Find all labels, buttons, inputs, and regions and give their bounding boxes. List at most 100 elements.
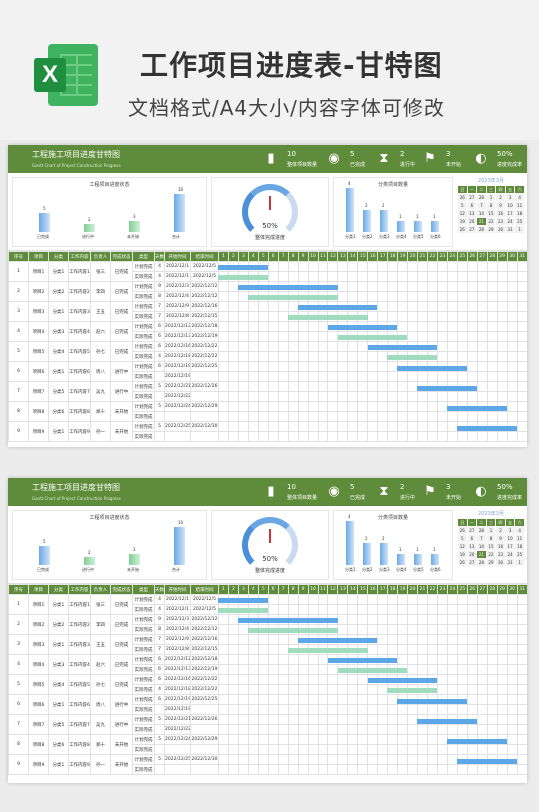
calendar-day[interactable]: 2 — [495, 526, 506, 535]
cell-item: 项目2 — [28, 614, 49, 635]
calendar-day[interactable]: 13 — [466, 209, 478, 218]
calendar-day[interactable]: 30 — [495, 225, 506, 234]
day-cell — [307, 714, 319, 725]
calendar-day[interactable]: 1 — [485, 193, 497, 202]
calendar-day[interactable]: 9 — [495, 201, 506, 210]
day-cell — [486, 311, 498, 322]
calendar-day[interactable]: 11 — [514, 201, 525, 210]
day-header: 23 — [436, 584, 448, 595]
calendar-day[interactable]: 28 — [476, 526, 487, 535]
calendar-day[interactable]: 1 — [514, 225, 525, 234]
calendar-day[interactable]: 4 — [514, 526, 525, 535]
calendar-day[interactable]: 18 — [514, 209, 525, 218]
calendar-day[interactable]: 26 — [457, 193, 468, 202]
calendar-day[interactable]: 17 — [504, 542, 516, 551]
calendar-day[interactable]: 12 — [457, 542, 468, 551]
calendar-day[interactable]: 31 — [504, 225, 516, 234]
day-cell — [456, 614, 468, 625]
calendar-day[interactable]: 1 — [485, 526, 497, 535]
calendar-day[interactable]: 28 — [476, 193, 487, 202]
day-cell — [267, 301, 279, 312]
day-cell — [237, 624, 249, 635]
calendar-day[interactable]: 5 — [457, 201, 468, 210]
calendar-day[interactable]: 10 — [504, 534, 516, 543]
day-cell — [327, 644, 339, 655]
calendar-day[interactable]: 28 — [476, 558, 487, 567]
calendar-day[interactable]: 4 — [514, 193, 525, 202]
calendar-day[interactable]: 20 — [466, 550, 478, 559]
calendar-day[interactable]: 9 — [495, 534, 506, 543]
calendar-day[interactable]: 8 — [485, 201, 497, 210]
calendar-day[interactable]: 22 — [485, 217, 497, 226]
calendar-day[interactable]: 23 — [495, 550, 506, 559]
calendar-day[interactable]: 28 — [476, 225, 487, 234]
calendar-day[interactable]: 27 — [466, 193, 478, 202]
calendar-day[interactable]: 27 — [466, 526, 478, 535]
calendar-day[interactable]: 6 — [466, 534, 478, 543]
category-bar — [363, 543, 371, 565]
day-cell — [456, 604, 468, 615]
calendar-day[interactable]: 27 — [466, 225, 478, 234]
calendar-day[interactable]: 1 — [514, 558, 525, 567]
cell-actual-type: 实际完成 — [132, 664, 155, 675]
calendar-day[interactable]: 20 — [466, 217, 478, 226]
calendar-day[interactable]: 7 — [476, 534, 487, 543]
calendar-day[interactable]: 29 — [485, 558, 497, 567]
day-cell — [486, 391, 498, 402]
calendar-day[interactable]: 6 — [466, 201, 478, 210]
calendar-day[interactable]: 15 — [485, 542, 497, 551]
day-cell — [436, 391, 448, 402]
day-cell — [377, 411, 389, 422]
calendar-day[interactable]: 18 — [514, 542, 525, 551]
calendar-day[interactable]: 16 — [495, 209, 506, 218]
day-cell — [227, 261, 239, 272]
calendar-day[interactable]: 2 — [495, 193, 506, 202]
calendar-day[interactable]: 14 — [476, 209, 487, 218]
calendar-day[interactable]: 14 — [476, 542, 487, 551]
calendar-day[interactable]: 21 — [476, 550, 487, 559]
day-cell — [287, 281, 299, 292]
calendar-day[interactable]: 8 — [485, 534, 497, 543]
day-cell — [516, 754, 527, 765]
calendar-day[interactable]: 31 — [504, 558, 516, 567]
calendar-day[interactable]: 23 — [495, 217, 506, 226]
day-cell — [218, 594, 229, 605]
calendar-day[interactable]: 19 — [457, 217, 468, 226]
calendar-day[interactable]: 25 — [514, 217, 525, 226]
calendar-day[interactable]: 11 — [514, 534, 525, 543]
calendar-day[interactable]: 3 — [504, 193, 516, 202]
calendar-day[interactable]: 21 — [476, 217, 487, 226]
cell-status: 未开始 — [110, 421, 133, 442]
day-cell — [486, 614, 498, 625]
calendar-day[interactable]: 10 — [504, 201, 516, 210]
calendar-day[interactable]: 29 — [485, 225, 497, 234]
calendar-day[interactable]: 26 — [457, 225, 468, 234]
calendar-day[interactable]: 5 — [457, 534, 468, 543]
calendar-day[interactable]: 25 — [514, 550, 525, 559]
day-cell — [257, 704, 269, 715]
calendar-day[interactable]: 17 — [504, 209, 516, 218]
day-cell — [277, 694, 289, 705]
calendar-day[interactable]: 12 — [457, 209, 468, 218]
calendar-day[interactable]: 24 — [504, 550, 516, 559]
calendar-day[interactable]: 3 — [504, 526, 516, 535]
calendar-day[interactable]: 27 — [466, 558, 478, 567]
day-cell — [218, 604, 229, 615]
calendar-day[interactable]: 16 — [495, 542, 506, 551]
calendar-day[interactable]: 22 — [485, 550, 497, 559]
day-cell — [397, 694, 409, 705]
calendar-day[interactable]: 26 — [457, 526, 468, 535]
day-cell — [327, 664, 339, 675]
calendar-day[interactable]: 30 — [495, 558, 506, 567]
bar-value-label: 2 — [88, 550, 91, 556]
day-cell — [506, 654, 518, 665]
calendar-day[interactable]: 13 — [466, 542, 478, 551]
day-cell — [377, 694, 389, 705]
calendar-day[interactable]: 7 — [476, 201, 487, 210]
calendar-day[interactable]: 24 — [504, 217, 516, 226]
calendar-day[interactable]: 15 — [485, 209, 497, 218]
day-cell — [347, 734, 359, 745]
day-cell — [337, 341, 349, 352]
calendar-day[interactable]: 26 — [457, 558, 468, 567]
calendar-day[interactable]: 19 — [457, 550, 468, 559]
